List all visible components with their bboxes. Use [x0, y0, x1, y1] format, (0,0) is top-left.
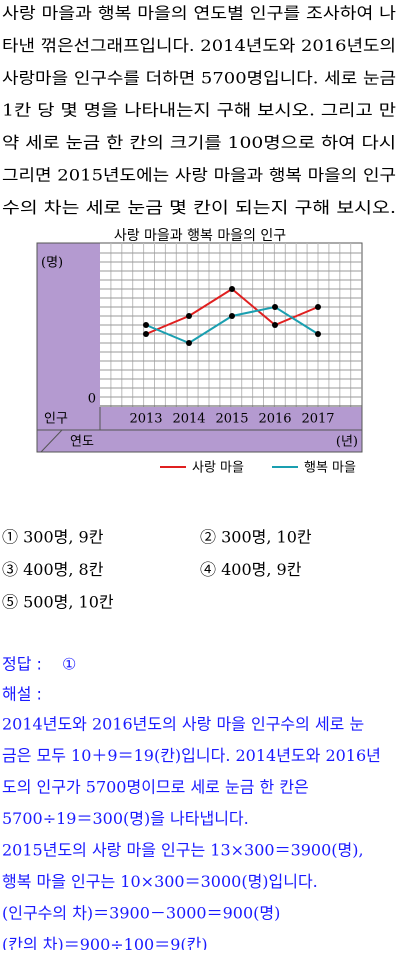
- legend-label: 사랑 마을: [192, 461, 244, 476]
- chart-title: 사랑 마을과 행복 마을의 인구: [114, 228, 286, 244]
- x-tick-label: 2013: [129, 412, 162, 427]
- series-line: [145, 287, 319, 335]
- problem-line: 수의 차는 세로 눈금 몇 칸이 되는지 구해 보시오.: [2, 198, 396, 217]
- corner-label: 연도: [70, 435, 94, 450]
- y-tick-label: 0: [88, 392, 96, 407]
- data-point: [186, 313, 192, 319]
- data-point: [315, 331, 321, 337]
- choice[interactable]: ② 300명, 10칸: [200, 528, 312, 547]
- x-tick-label: 2016: [258, 412, 291, 427]
- choice[interactable]: ① 300명, 9칸: [2, 528, 104, 547]
- x-tick-label: 2014: [172, 412, 205, 427]
- data-point: [186, 340, 192, 346]
- explanation-label: 해설 :: [2, 685, 42, 704]
- explanation-line: 5700÷19＝300(명)을 나타냅니다.: [2, 809, 249, 828]
- data-point: [143, 331, 149, 337]
- x-tick-label: 2015: [215, 412, 248, 427]
- problem-line: 사랑 마을과 행복 마을의 연도별 인구를 조사하여 나: [2, 4, 396, 23]
- problem-line: 1칸 당 몇 명을 나타내는지 구해 보시오. 그리고 만: [2, 101, 396, 120]
- choice[interactable]: ⑤ 500명, 10칸: [2, 593, 114, 612]
- x-tick-label: 2017: [301, 412, 334, 427]
- problem-line: 그리면 2015년도에는 사랑 마을과 행복 마을의 인구: [2, 166, 396, 185]
- data-point: [229, 313, 235, 319]
- explanation-line: (인구수의 차)＝3900－3000＝900(명): [2, 904, 280, 923]
- data-point: [315, 304, 321, 310]
- chart-frame: [36, 242, 363, 453]
- problem-line: 타낸 꺾은선그래프입니다. 2014년도와 2016년도의: [2, 36, 396, 55]
- explanation-line: (칸의 차)＝900÷100＝9(칸): [2, 935, 208, 950]
- answer-value: ①: [62, 655, 76, 674]
- data-point: [229, 286, 235, 292]
- y-label: (명): [41, 256, 63, 271]
- explanation-line: 금은 모두 10＋9＝19(칸)입니다. 2014년도와 2016년: [2, 746, 381, 765]
- problem-line: 사랑마을 인구수를 더하면 5700명입니다. 세로 눈금: [2, 68, 396, 87]
- data-point: [272, 322, 278, 328]
- data-point: [143, 322, 149, 328]
- explanation-line: 2014년도와 2016년도의 사랑 마을 인구수의 세로 눈: [2, 715, 364, 734]
- problem-line: 약 세로 눈금 한 칸의 크기를 100명으로 하여 다시: [2, 133, 396, 152]
- answer-label: 정답 :: [2, 655, 42, 674]
- divider: [40, 429, 63, 453]
- choice[interactable]: ③ 400명, 8칸: [2, 560, 104, 579]
- explanation-line: 도의 인구가 5700명이므로 세로 눈금 한 칸은: [2, 778, 309, 797]
- explanation-line: 행복 마을 인구는 10×300＝3000(명)입니다.: [2, 872, 318, 891]
- data-point: [272, 304, 278, 310]
- choice[interactable]: ④ 400명, 9칸: [200, 560, 302, 579]
- explanation-line: 2015년도의 사랑 마을 인구는 13×300＝3900(명),: [2, 841, 364, 860]
- corner-label: 인구: [44, 412, 68, 427]
- x-label: (년): [336, 435, 358, 450]
- legend-label: 행복 마을: [304, 460, 356, 476]
